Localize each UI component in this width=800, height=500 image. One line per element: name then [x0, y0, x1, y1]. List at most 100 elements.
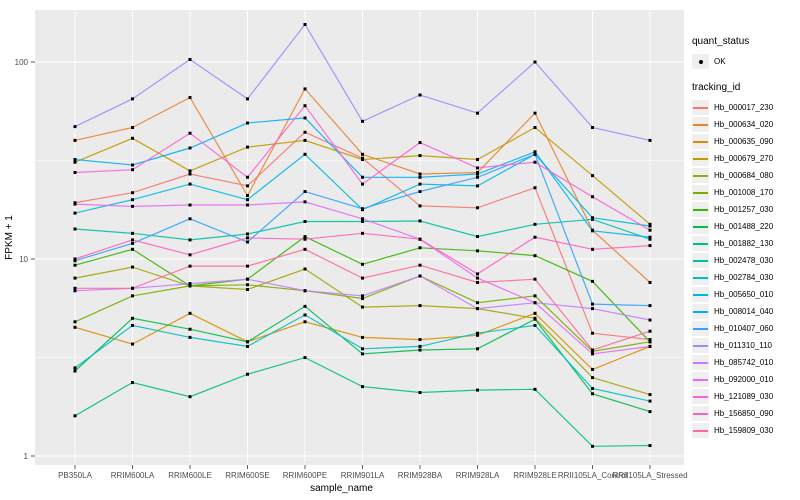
legend-key-line-icon [693, 106, 708, 109]
y-axis-label: 100 [15, 58, 29, 67]
legend-key [692, 287, 709, 302]
legend-label: Hb_008014_040 [714, 307, 774, 316]
data-point [418, 93, 422, 97]
data-point [361, 220, 364, 224]
data-point [476, 280, 479, 284]
legend-label: Hb_000017_230 [714, 103, 774, 112]
legend-key [692, 338, 709, 353]
data-point [476, 333, 479, 337]
data-point [73, 202, 77, 206]
data-point [533, 126, 537, 130]
data-point [188, 327, 192, 331]
legend-item: Hb_085742_010 [692, 354, 798, 371]
data-point [648, 222, 652, 226]
data-point [591, 279, 594, 283]
legend-key [692, 236, 709, 251]
legend-item: Hb_008014_040 [692, 303, 798, 320]
data-point [188, 203, 192, 207]
data-point [418, 204, 422, 208]
x-axis-label: RRIM928BA [398, 471, 443, 480]
data-point [648, 410, 652, 414]
data-point [476, 235, 479, 239]
data-point [476, 331, 479, 335]
data-point [303, 356, 307, 360]
data-point [246, 340, 249, 344]
legend-label: Hb_000679_270 [714, 154, 774, 163]
data-point [648, 344, 652, 348]
data-point [246, 194, 249, 198]
data-point [303, 104, 307, 108]
data-point [591, 376, 594, 380]
data-point [246, 203, 249, 207]
data-point [533, 387, 537, 391]
data-point [73, 320, 77, 324]
legend-key [692, 151, 709, 166]
data-point [533, 160, 537, 164]
legend-key-line-icon [693, 429, 708, 432]
legend-key [692, 406, 709, 421]
data-point [188, 264, 192, 268]
data-point [648, 318, 652, 322]
legend-key-line-icon [693, 293, 708, 296]
data-point [303, 138, 307, 142]
data-point [533, 111, 537, 115]
x-axis-label: RRIM901LA [341, 471, 385, 480]
data-point [188, 253, 192, 257]
legend-key [692, 270, 709, 285]
data-point [246, 145, 249, 149]
legend-item: Hb_002478_030 [692, 252, 798, 269]
legend-label: Hb_000634_020 [714, 120, 774, 129]
data-point [591, 307, 594, 311]
data-point [418, 304, 422, 308]
data-point [533, 294, 537, 298]
legend-key-line-icon [693, 344, 708, 347]
data-point [361, 335, 364, 339]
data-point [418, 141, 422, 145]
data-point [476, 170, 479, 174]
data-point [246, 288, 249, 292]
data-point [188, 217, 192, 221]
x-axis-label: RRIM928LE [513, 471, 557, 480]
legend-label: Hb_002784_030 [714, 273, 774, 282]
legend-item: Hb_010407_060 [692, 320, 798, 337]
data-point [418, 219, 422, 223]
x-axis-label: RRIM600PE [283, 471, 327, 480]
data-point [648, 399, 652, 403]
data-point [131, 198, 134, 202]
data-point [533, 235, 537, 239]
legend-key-line-icon [693, 191, 708, 194]
data-point [246, 277, 249, 281]
data-point [361, 276, 364, 280]
data-point [188, 335, 192, 339]
legend-label: Hb_000684_080 [714, 171, 774, 180]
legend-item: Hb_000684_080 [692, 167, 798, 184]
legend-label: Hb_159809_030 [714, 426, 774, 435]
data-point [303, 87, 307, 91]
data-point [73, 286, 77, 290]
data-point [131, 126, 134, 130]
x-axis-label: RRII105LA_Stressed [612, 471, 687, 480]
data-point [361, 157, 364, 161]
data-point [591, 348, 594, 352]
data-point [591, 302, 594, 306]
data-point [246, 232, 249, 236]
data-point [188, 131, 192, 135]
data-point [131, 204, 134, 208]
legend-item: Hb_005650_010 [692, 286, 798, 303]
data-point [246, 236, 249, 240]
data-point [188, 146, 192, 150]
data-point [591, 367, 594, 371]
data-point [246, 344, 249, 348]
data-point [131, 381, 134, 385]
legend-label: Hb_010407_060 [714, 324, 774, 333]
x-axis-title: sample_name [310, 483, 373, 494]
data-point [591, 331, 594, 335]
legend-item: Hb_159809_030 [692, 422, 798, 439]
data-point [303, 190, 307, 194]
data-point [476, 276, 479, 280]
data-point [361, 207, 364, 211]
data-point [361, 119, 364, 123]
data-point [188, 96, 192, 100]
data-point [188, 57, 192, 61]
